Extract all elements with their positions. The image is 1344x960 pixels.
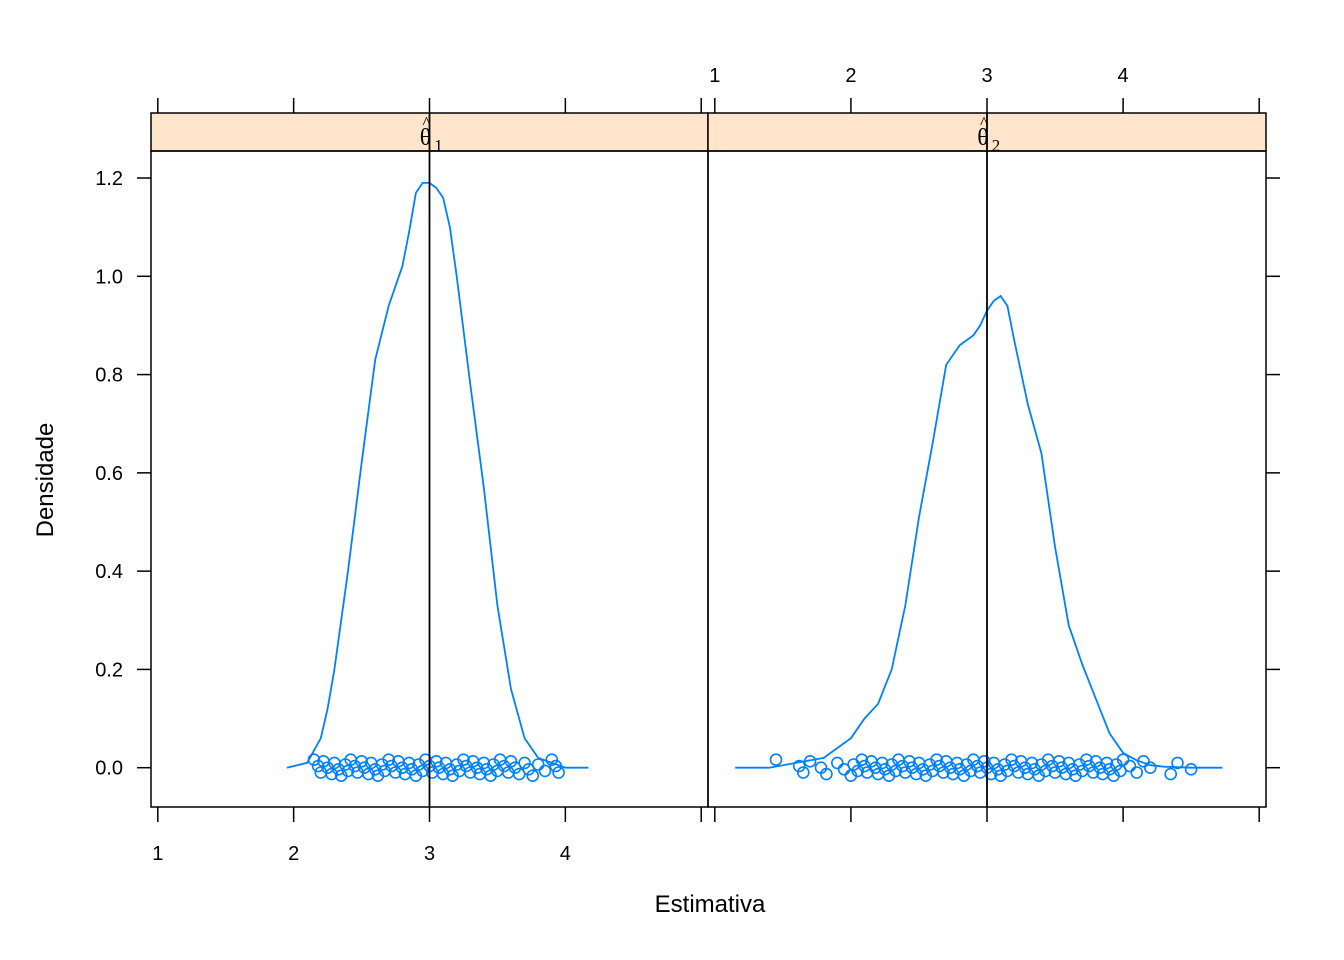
panel-2-strip-hat: ^ bbox=[980, 113, 988, 132]
panel-1-strip-subscript: 1 bbox=[434, 136, 443, 155]
y-tick-label: 0.2 bbox=[95, 659, 123, 681]
panel-2-point bbox=[769, 753, 783, 767]
panel-2-point bbox=[1100, 756, 1114, 770]
x-axis-title: Estimativa bbox=[655, 891, 766, 918]
panel-1-x-tick-label: 1 bbox=[152, 843, 163, 865]
panel-1-point bbox=[355, 754, 368, 768]
panel-1-point bbox=[504, 754, 518, 768]
panel-2-point bbox=[950, 756, 964, 770]
panel-2-point bbox=[803, 754, 817, 768]
panel-2-x-tick-label: 3 bbox=[981, 65, 992, 87]
panel-2-point bbox=[1116, 753, 1130, 767]
panel-1-point bbox=[518, 756, 531, 770]
panel-1-point bbox=[526, 769, 540, 783]
panel-2-point bbox=[1144, 761, 1157, 775]
panel-2-strip-label: θ bbox=[977, 125, 989, 151]
y-tick-label: 0.4 bbox=[95, 561, 123, 583]
panel-1-density-curve bbox=[286, 181, 589, 769]
panel-1-point bbox=[429, 754, 443, 768]
panel-2-point bbox=[830, 756, 844, 770]
panel-2-x-tick-label: 4 bbox=[1118, 65, 1129, 87]
y-tick-label: 1.0 bbox=[95, 266, 123, 288]
panel-2-point bbox=[792, 759, 806, 773]
y-tick-label: 1.2 bbox=[95, 168, 123, 190]
panel-2-point bbox=[1137, 754, 1150, 768]
panel-2-point bbox=[820, 767, 833, 781]
panel-1-x-tick-label: 2 bbox=[288, 843, 299, 865]
y-tick-label: 0.8 bbox=[95, 365, 123, 387]
panel-2-strip-subscript: 2 bbox=[992, 136, 1001, 155]
panel-2-x-tick-label: 2 bbox=[845, 65, 856, 87]
panel-2-point bbox=[903, 754, 916, 768]
panel-2-point bbox=[1123, 759, 1137, 773]
panel-2-point bbox=[855, 753, 869, 767]
panel-2-point bbox=[1130, 766, 1143, 779]
panel-2-point bbox=[930, 753, 943, 767]
panel-1-point bbox=[552, 766, 565, 779]
y-tick-label: 0.0 bbox=[95, 758, 123, 780]
panel-1-point bbox=[457, 753, 470, 767]
panel-2-point bbox=[1164, 767, 1177, 781]
panel-1-point bbox=[307, 753, 321, 767]
panel-1-x-tick-label: 3 bbox=[424, 843, 435, 865]
panel-1-strip-hat: ^ bbox=[423, 113, 431, 132]
y-tick-label: 0.6 bbox=[95, 463, 123, 485]
panel-2-point bbox=[1184, 762, 1198, 776]
panel-2-point bbox=[1005, 753, 1018, 767]
panel-1-x-tick-label: 4 bbox=[560, 843, 571, 865]
panel-1-point bbox=[477, 756, 491, 770]
panel-2-density-curve bbox=[735, 294, 1223, 769]
panel-1-point bbox=[538, 764, 552, 778]
panel-2-x-tick-label: 1 bbox=[709, 65, 720, 87]
panel-1-point bbox=[545, 753, 559, 767]
chart-axes: 1 2 3 4 1 2 3 4 0.0 0.2 0.4 0.6 0.8 1.0 1.2 bbox=[95, 65, 1280, 865]
panel-2-point bbox=[796, 766, 810, 779]
panel-2-point bbox=[1080, 753, 1093, 767]
panel-2-point bbox=[1052, 754, 1066, 768]
panel-2-point bbox=[977, 754, 991, 768]
panel-1-point bbox=[549, 759, 563, 773]
panel-1-point bbox=[531, 758, 545, 771]
panel-2-point bbox=[875, 756, 889, 770]
panel-1-point bbox=[382, 753, 396, 767]
panel-2-point bbox=[1025, 756, 1039, 770]
y-axis-title: Densidade bbox=[32, 423, 59, 538]
chart-marks bbox=[286, 113, 1223, 807]
panel-frames: θ^1 θ^2 bbox=[150, 112, 1267, 808]
panel-2-point bbox=[1171, 756, 1184, 770]
panel-1-strip-label: θ bbox=[420, 125, 432, 151]
panel-1-point bbox=[402, 756, 416, 770]
